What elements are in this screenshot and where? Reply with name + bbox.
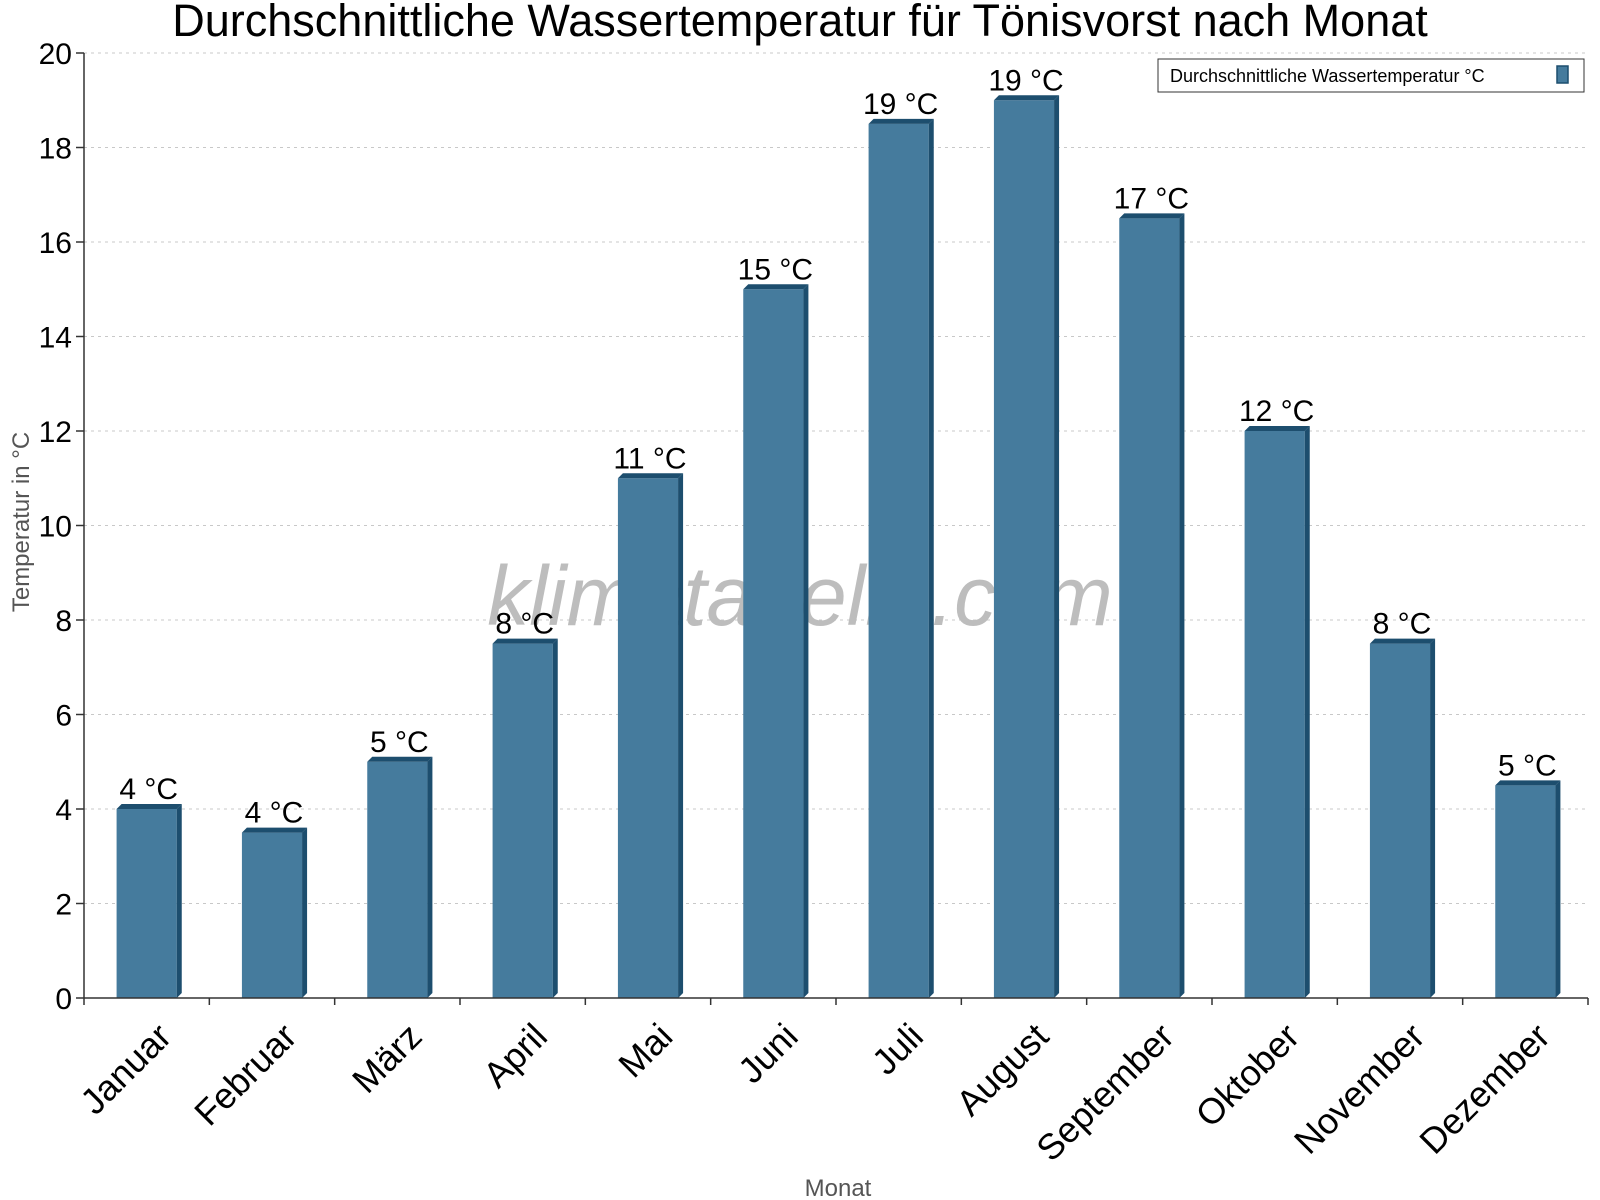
x-tick-label: Januar [72,1015,179,1122]
bar-side [302,827,308,998]
y-axis-title: Temperatur in °C [8,432,35,612]
bar-top [1495,780,1561,786]
bar-front [993,100,1055,998]
bar-mai [617,473,684,998]
bar-value-label: 12 °C [1239,395,1314,428]
y-tick-label: 6 [55,700,72,733]
bar-juni [743,284,809,998]
x-tick-label: September [1028,1015,1182,1169]
bar-januar [116,804,182,998]
bar-front [617,478,679,998]
bar-august [993,95,1060,998]
bar-april [492,638,558,998]
x-tick-label: Mai [610,1015,680,1085]
bar-value-label: 11 °C [613,442,686,475]
y-tick-label: 12 [39,416,72,449]
bar-value-label: 8 °C [1373,608,1432,641]
bar-top [743,284,809,290]
x-tick-label: Oktober [1187,1015,1307,1135]
bar-front [116,809,177,998]
x-tick-label: März [344,1015,430,1101]
y-tick-label: 14 [39,322,72,355]
bar-value-label: 4 °C [119,773,178,806]
bar-side [1304,426,1310,998]
bar-side [678,473,684,998]
bar-side [1430,638,1436,998]
bar-side [1179,213,1185,998]
legend: Durchschnittliche Wassertemperatur °C [1157,58,1585,93]
bar-februar [241,827,308,998]
bar-value-label: 15 °C [738,253,813,286]
bar-side [803,284,809,998]
bar-front [367,761,428,998]
y-tick-label: 4 [55,794,72,827]
x-tick-label: Juli [864,1015,931,1082]
bar-front [743,289,804,998]
x-tick-label: April [475,1015,555,1095]
x-tick-label: November [1286,1015,1432,1161]
bar-value-label: 4 °C [245,797,304,830]
bar-top [868,118,934,124]
bar-side [176,804,182,998]
bar-top [1244,426,1310,431]
bar-november [1369,638,1436,998]
bar-side [552,638,558,998]
bar-top [1369,638,1436,644]
x-tick-label: Juni [730,1015,806,1091]
bar-front [1495,785,1556,998]
bar-value-label: 5 °C [370,726,429,759]
y-tick-label: 2 [55,889,72,922]
legend-label: Durchschnittliche Wassertemperatur °C [1170,66,1485,86]
axes [76,52,1589,1005]
y-tick-label: 8 [55,605,72,638]
bar-value-label: 19 °C [988,64,1063,97]
x-tick-labels: Januar Februar März April Mai Juni Juli AugustS… [72,1015,1558,1169]
x-tick-label: August [948,1015,1056,1123]
y-tick-label: 20 [39,38,72,71]
bar-front [1369,643,1431,998]
chart-title: Durchschnittliche Wassertemperatur für T… [172,0,1428,46]
bar-top [1119,213,1185,219]
bar-side [1054,95,1060,998]
bar-märz [367,756,433,998]
bars: 4 °C 4 °C 5 °C 8 °C 11 °C 15 °C 19 °C 19 °C 17 °… [116,64,1561,998]
bar-side [928,118,934,998]
y-tick-label: 0 [55,983,72,1016]
bar-top [116,804,182,809]
bar-front [1244,431,1305,998]
x-tick-label: Februar [186,1015,304,1133]
bar-top [492,638,558,644]
bar-value-label: 17 °C [1114,182,1189,215]
bar-top [993,95,1060,101]
legend-swatch [1556,65,1569,84]
bar-top [367,756,433,762]
bar-front [492,643,553,998]
legend-box [1157,58,1585,93]
y-tick-label: 10 [39,511,72,544]
bar-value-label: 19 °C [863,88,938,121]
bar-top [241,827,308,833]
y-tick-label: 18 [39,133,72,166]
x-tick-label: Dezember [1411,1015,1557,1161]
bar-juli [868,118,934,998]
bar-side [427,756,433,998]
grid-lines [84,52,1588,904]
bar-dezember [1495,780,1561,998]
y-tick-labels: 0 2 4 6 8 10 12 14 16 18 20 [39,38,72,1016]
y-tick-label: 16 [39,227,72,260]
bar-top [617,473,684,479]
x-axis-title: Monat [805,1175,872,1200]
bar-front [241,832,303,998]
bar-oktober [1244,426,1310,998]
bar-front [1119,218,1180,998]
bar-side [1555,780,1561,998]
bar-value-label: 8 °C [495,608,554,641]
bar-front [868,123,929,998]
bar-value-label: 5 °C [1498,749,1557,782]
bar-september [1119,213,1185,998]
